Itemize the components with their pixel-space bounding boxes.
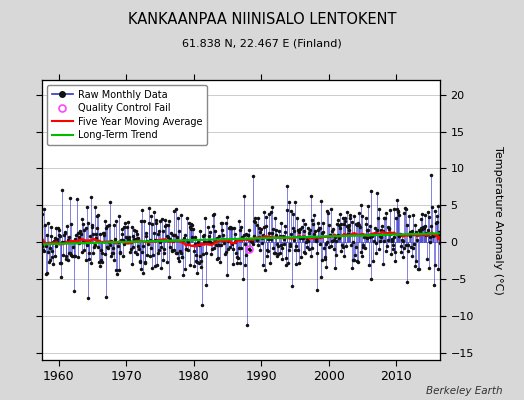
Y-axis label: Temperature Anomaly (°C): Temperature Anomaly (°C) [494,146,504,294]
Text: KANKAANPAA NIINISALO LENTOKENT: KANKAANPAA NIINISALO LENTOKENT [128,12,396,27]
Text: Berkeley Earth: Berkeley Earth [427,386,503,396]
Text: 61.838 N, 22.467 E (Finland): 61.838 N, 22.467 E (Finland) [182,38,342,48]
Legend: Raw Monthly Data, Quality Control Fail, Five Year Moving Average, Long-Term Tren: Raw Monthly Data, Quality Control Fail, … [47,85,208,145]
